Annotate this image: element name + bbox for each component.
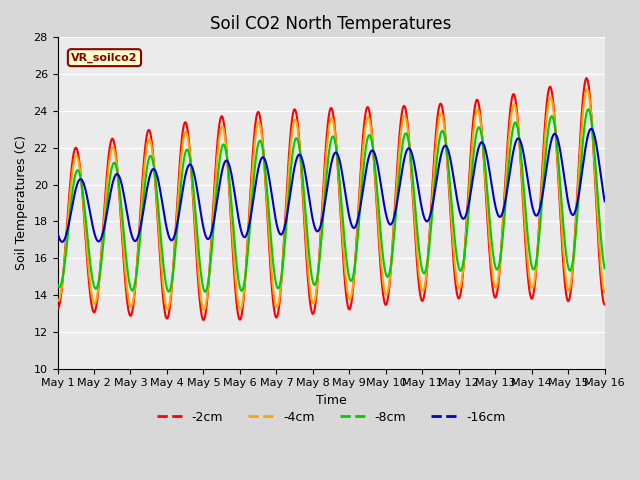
Y-axis label: Soil Temperatures (C): Soil Temperatures (C) [15,135,28,270]
Title: Soil CO2 North Temperatures: Soil CO2 North Temperatures [211,15,452,33]
X-axis label: Time: Time [316,394,346,407]
Legend: -2cm, -4cm, -8cm, -16cm: -2cm, -4cm, -8cm, -16cm [152,406,511,429]
Text: VR_soilco2: VR_soilco2 [71,52,138,63]
